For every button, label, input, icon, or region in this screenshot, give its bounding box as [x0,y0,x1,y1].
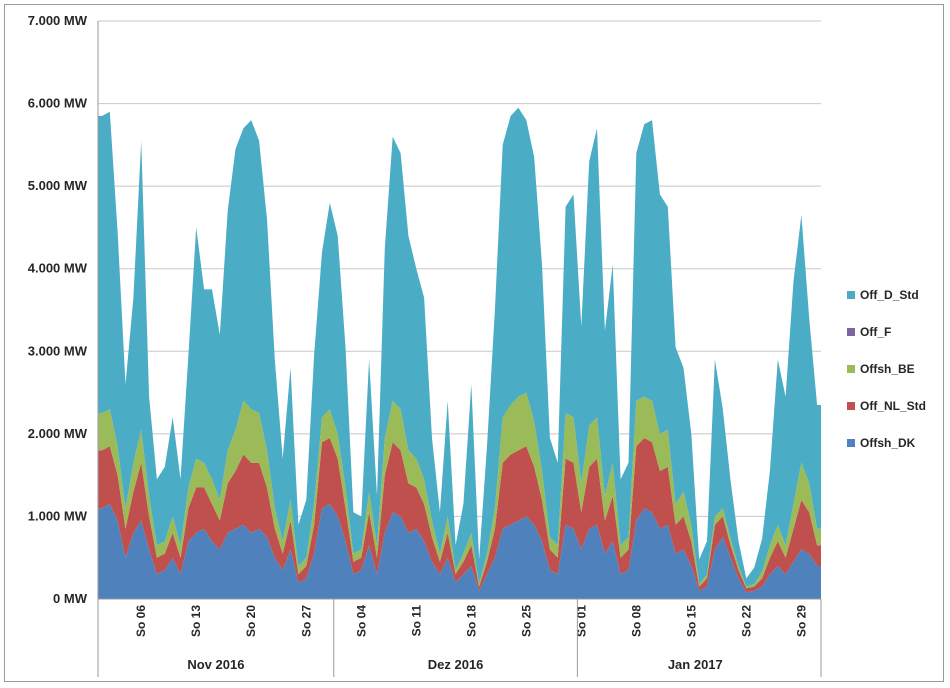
y-axis: 0 MW 1.000 MW 2.000 MW 3.000 MW 4.000 MW 5.00… [28,13,88,606]
y-tick-label: 5.000 MW [28,178,88,193]
area-offsh-dk [98,504,821,599]
y-tick-label: 0 MW [53,591,88,606]
month-label: Dez 2016 [428,657,484,672]
legend-item: Off_NL_Std [847,396,947,416]
series-areas [98,107,821,599]
y-tick-label: 2.000 MW [28,426,88,441]
stacked-area-chart: 0 MW 1.000 MW 2.000 MW 3.000 MW 4.000 MW 5.00… [28,13,822,677]
legend-item: Offsh_DK [847,433,947,453]
x-tick-label: So 18 [464,605,478,637]
legend-item: Off_D_Std [847,285,947,305]
legend-swatch [847,328,855,336]
legend-swatch [847,365,855,373]
area-off-d-std [98,107,821,587]
y-tick-label: 4.000 MW [28,261,88,276]
legend-label: Off_F [860,325,892,339]
y-tick-label: 6.000 MW [28,96,88,111]
y-tick-label: 3.000 MW [28,343,88,358]
x-tick-label: So 11 [409,605,423,637]
x-tick-label: So 08 [629,605,643,637]
chart-frame: 0 MW 1.000 MW 2.000 MW 3.000 MW 4.000 MW 5.00… [4,4,944,682]
legend-label: Offsh_DK [860,436,916,450]
y-tick-label: 1.000 MW [28,508,88,523]
area-offsh-be [98,392,821,589]
legend-item: Offsh_BE [847,359,947,379]
x-tick-label: So 13 [189,605,203,637]
x-tick-label: So 27 [299,605,313,637]
area-off-nl-std [98,438,821,593]
month-label: Jan 2017 [668,657,723,672]
legend-swatch [847,439,855,447]
x-tick-label: So 29 [794,605,808,637]
legend-label: Offsh_BE [860,362,915,376]
x-tick-label: So 20 [244,605,258,637]
x-axis: So 06 So 13 So 20 So 27 So 04 So 11 So 18 So 25… [97,21,822,677]
legend: Off_D_Std Off_F Offsh_BE Off_NL_Std Offsh_DK [847,285,947,470]
legend-label: Off_NL_Std [860,399,926,413]
x-tick-label: So 25 [519,605,533,637]
x-tick-label: So 22 [739,605,753,637]
x-tick-label: So 15 [684,605,698,637]
legend-swatch [847,291,855,299]
x-tick-label: So 06 [134,605,148,637]
x-tick-label: So 01 [574,605,588,637]
legend-label: Off_D_Std [860,288,919,302]
month-label: Nov 2016 [187,657,244,672]
legend-swatch [847,402,855,410]
legend-item: Off_F [847,322,947,342]
x-tick-label: So 04 [354,605,368,637]
y-tick-label: 7.000 MW [28,13,88,28]
